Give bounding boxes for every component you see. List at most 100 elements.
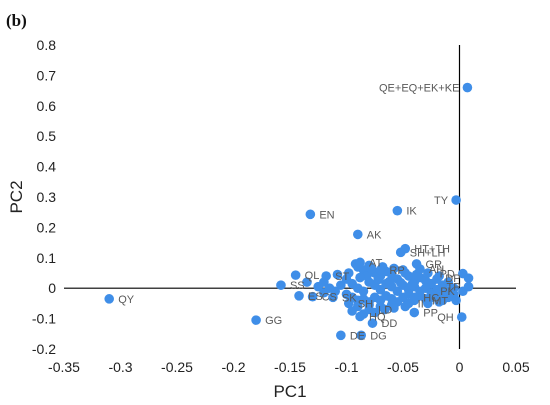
- y-tick-label: 0.4: [37, 159, 57, 175]
- data-point: [276, 280, 286, 290]
- data-point-label: IK: [406, 206, 417, 218]
- y-tick-label: 0.8: [37, 37, 57, 53]
- x-tick-label: -0.05: [387, 359, 419, 375]
- data-point-label: SH+LH: [410, 247, 446, 259]
- data-point-label: QL: [305, 270, 320, 282]
- data-point: [423, 298, 433, 309]
- data-point: [367, 318, 378, 328]
- points-layer: [104, 82, 474, 341]
- data-point: [375, 284, 386, 295]
- data-point-label: GR: [426, 259, 443, 271]
- data-point: [463, 273, 474, 283]
- data-point-label: EN: [319, 209, 334, 221]
- data-point: [434, 297, 444, 307]
- data-point-label: PP: [423, 308, 438, 320]
- data-point-label: II: [418, 298, 424, 310]
- data-point: [380, 304, 390, 315]
- data-point: [384, 276, 395, 287]
- data-point-label: AT: [369, 257, 383, 269]
- y-tick-label: 0.7: [37, 67, 57, 83]
- data-point: [336, 280, 346, 290]
- data-point-label: QE+EQ+EK+KE: [379, 83, 459, 95]
- data-point-label: DE: [350, 330, 365, 342]
- data-point-label: DD: [381, 318, 397, 330]
- data-point: [407, 279, 417, 290]
- data-point: [373, 274, 383, 285]
- data-point: [294, 291, 304, 301]
- data-point: [395, 247, 406, 258]
- data-point-label: AH: [429, 264, 444, 276]
- data-point-label: ES: [308, 291, 323, 303]
- data-point-label: LD: [378, 304, 392, 316]
- data-point: [355, 311, 365, 322]
- y-tick-label: 0: [48, 280, 56, 296]
- x-tick-label: -0.2: [221, 359, 245, 375]
- y-tick-label: 0.6: [37, 98, 57, 114]
- data-point-label: HQ: [369, 311, 386, 323]
- data-point-label: TY: [434, 195, 449, 207]
- x-axis-title: PC1: [273, 382, 306, 401]
- data-point: [343, 268, 354, 278]
- data-point-label: DP: [445, 273, 460, 285]
- data-point-label: RP: [389, 265, 404, 277]
- data-point-label: SS: [290, 280, 305, 292]
- data-point: [395, 277, 406, 288]
- y-tick-label: 0.5: [37, 128, 57, 144]
- data-point: [307, 291, 318, 302]
- data-point: [319, 287, 329, 298]
- data-point: [463, 281, 474, 292]
- data-point: [302, 277, 312, 287]
- y-tick-label: 0.1: [37, 250, 57, 266]
- data-point: [305, 209, 316, 220]
- x-tick-label: -0.25: [161, 359, 193, 375]
- data-point-label: QY: [118, 294, 135, 306]
- data-point: [415, 264, 425, 274]
- data-point: [389, 263, 399, 274]
- data-point: [392, 286, 403, 297]
- data-point: [104, 294, 114, 304]
- data-point: [347, 306, 357, 316]
- y-axis-title: PC2: [7, 180, 26, 213]
- y-tick-label: 0.3: [37, 189, 57, 205]
- x-tick-label: -0.15: [274, 359, 306, 375]
- x-tick-label: 0.05: [502, 359, 529, 375]
- data-point: [353, 229, 363, 240]
- data-point: [400, 268, 411, 278]
- data-point: [434, 271, 444, 281]
- data-point-label: MT: [432, 295, 448, 307]
- data-point: [432, 289, 442, 300]
- data-point: [403, 298, 414, 309]
- data-point-label: AK: [367, 229, 382, 241]
- data-point: [392, 205, 403, 216]
- data-point-label: PD: [440, 269, 455, 281]
- y-tick-label: -0.2: [32, 341, 56, 357]
- data-point: [451, 195, 461, 205]
- data-point-label: TP: [446, 282, 460, 294]
- x-tick-label: -0.3: [108, 359, 132, 375]
- data-point-label: QH: [437, 312, 454, 324]
- data-point: [375, 265, 386, 275]
- data-point-label: PK: [440, 286, 455, 298]
- y-tick-label: -0.1: [32, 311, 56, 327]
- data-point: [366, 263, 377, 274]
- data-point: [409, 307, 420, 318]
- data-point: [364, 304, 374, 315]
- data-point-label: SH: [358, 298, 373, 310]
- data-point-label: HC: [423, 292, 439, 304]
- data-point: [443, 277, 454, 287]
- data-point-label: CS: [322, 292, 337, 304]
- data-point: [336, 330, 346, 341]
- data-point: [409, 292, 420, 303]
- x-tick-label: -0.1: [334, 359, 358, 375]
- data-point: [462, 82, 473, 93]
- data-point: [451, 295, 461, 306]
- data-point: [251, 315, 261, 325]
- data-point: [358, 286, 369, 297]
- data-point: [313, 281, 324, 292]
- data-point: [321, 271, 331, 281]
- data-point-label: HT+TH: [414, 244, 450, 256]
- data-point: [343, 298, 354, 309]
- panel-label: (b): [6, 11, 27, 30]
